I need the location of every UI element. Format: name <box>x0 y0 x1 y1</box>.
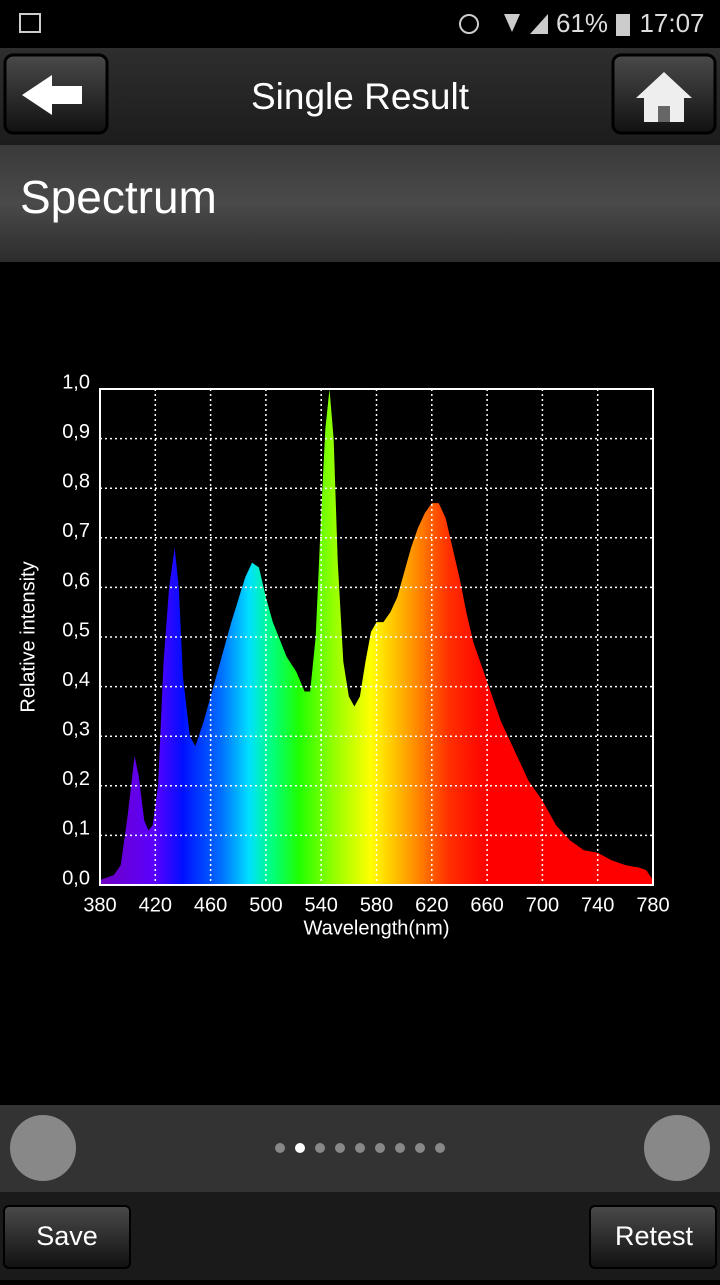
y-tick-label: 0,2 <box>62 768 90 790</box>
next-page[interactable] <box>644 1115 710 1181</box>
prev-page[interactable] <box>10 1115 76 1181</box>
y-tick-label: 0,8 <box>62 470 90 492</box>
alarm-icon <box>459 14 479 34</box>
clock: 17:07 <box>639 8 704 38</box>
page-dots <box>275 1143 445 1153</box>
notification-icon <box>19 13 41 33</box>
plot-border <box>99 388 654 886</box>
spectrum-chart: 0,0 0,1 0,2 0,3 0,4 0,5 0,6 0,7 0,8 0,9 1,0 380 420 4… <box>17 371 669 939</box>
signal-icons <box>504 14 548 34</box>
x-tick-label: 540 <box>305 894 338 916</box>
x-tick-label: 660 <box>470 894 503 916</box>
section-title: Spectrum <box>20 171 217 223</box>
y-tick-label: 0,0 <box>62 867 90 889</box>
y-tick-label: 0,1 <box>62 818 90 840</box>
y-axis-label: Relative intensity <box>17 561 39 712</box>
retest-label: Retest <box>615 1221 694 1251</box>
y-tick-label: 0,6 <box>62 570 90 592</box>
y-tick-label: 0,3 <box>62 718 90 740</box>
section-bar <box>0 145 720 262</box>
x-tick-label: 780 <box>636 894 669 916</box>
x-tick-label: 500 <box>249 894 282 916</box>
x-tick-label: 460 <box>194 894 227 916</box>
x-tick-label: 700 <box>526 894 559 916</box>
x-tick-label: 420 <box>139 894 172 916</box>
save-label: Save <box>36 1221 98 1251</box>
header <box>0 48 720 145</box>
y-tick-label: 0,7 <box>62 520 90 542</box>
x-tick-label: 740 <box>581 894 614 916</box>
y-tick-label: 0,4 <box>62 669 90 691</box>
x-tick-label: 380 <box>83 894 116 916</box>
x-axis-label: Wavelength(nm) <box>304 917 450 939</box>
battery-level: 61% <box>556 8 608 38</box>
y-tick-label: 1,0 <box>62 371 90 393</box>
battery-icon <box>616 14 630 36</box>
home-button[interactable] <box>611 53 717 135</box>
y-tick-label: 0,9 <box>62 421 90 443</box>
save-button[interactable]: Save <box>3 1205 131 1269</box>
status-bar <box>0 0 720 48</box>
y-tick-label: 0,5 <box>62 619 90 641</box>
x-tick-label: 580 <box>360 894 393 916</box>
header-title: Single Result <box>251 76 470 117</box>
back-button[interactable] <box>3 53 109 135</box>
x-tick-label: 620 <box>415 894 448 916</box>
retest-button[interactable]: Retest <box>589 1205 717 1269</box>
